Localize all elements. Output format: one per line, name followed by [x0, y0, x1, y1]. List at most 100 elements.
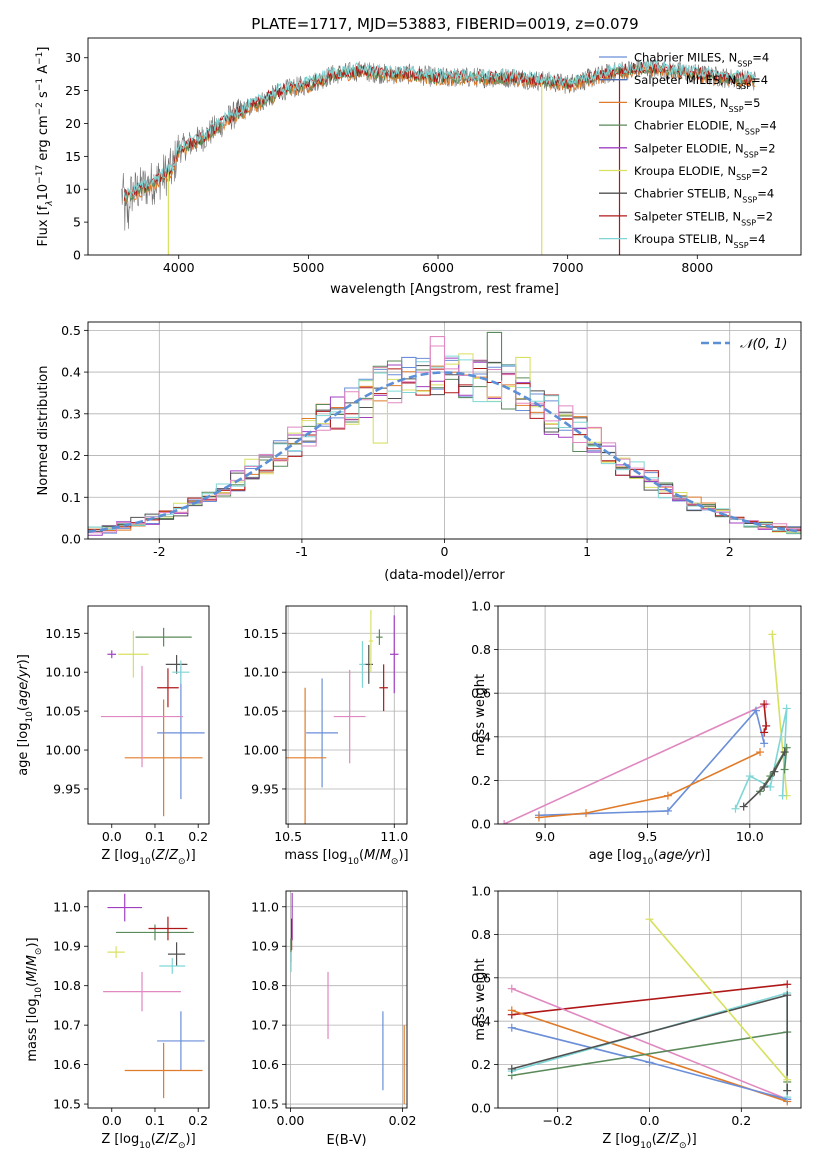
- x-tick-label: -2: [153, 544, 165, 559]
- errorbar-point: [100, 665, 184, 768]
- y-tick-label: 10.9: [53, 939, 81, 954]
- residuals-panel: -2 -1 0 1 2 0.0 0.1 0.2 0.3 0.4 0.5 (data-model)/er…: [36, 321, 802, 583]
- x-tick-label: 0.2: [188, 1113, 208, 1128]
- axes-frame: [497, 605, 802, 825]
- y-tick-label: 10.00: [45, 743, 81, 758]
- series-marker: [739, 802, 748, 811]
- series-lines: [507, 915, 792, 1106]
- y-tick-label: 9.95: [251, 781, 279, 796]
- x-tick-label: 7000: [552, 260, 584, 275]
- y-tick-label: 11.0: [53, 899, 81, 914]
- series-marker: [582, 809, 591, 818]
- errorbar-point: [165, 655, 188, 674]
- series-line: [734, 708, 788, 810]
- series-lines: [500, 630, 791, 824]
- y-tick-label: 11.0: [251, 899, 279, 914]
- y-tick-label: 0.3: [61, 406, 81, 421]
- series-marker: [663, 791, 672, 800]
- series-marker: [783, 991, 792, 1000]
- errorbar-point: [135, 627, 192, 647]
- y-tick-label: 0.2: [61, 448, 81, 463]
- y-tick-label: 1.0: [471, 599, 491, 614]
- x-tick-label: 0.00: [277, 1113, 305, 1128]
- x-tick-label: 9.5: [638, 829, 658, 844]
- y-tick-label: 10.6: [53, 1057, 81, 1072]
- y-tick-label: 10.15: [243, 626, 279, 641]
- axes-frame: [87, 605, 210, 825]
- x-tick-label: 1: [583, 544, 591, 559]
- y-tick-label: 10.6: [251, 1057, 279, 1072]
- series-marker: [731, 804, 740, 813]
- y-axis-label: age [log10(age/yr)]: [16, 654, 35, 776]
- series-marker: [780, 748, 789, 757]
- y-tick-label: 10.5: [251, 1097, 279, 1112]
- mass-vs-Z-panel: 0.0 0.1 0.2 10.5 10.6 10.7 10.8 10.9 11.0 Z [log1…: [25, 890, 210, 1151]
- errorbar-point: [116, 924, 194, 941]
- series-marker: [756, 748, 765, 757]
- series-marker: [778, 791, 787, 800]
- x-tick-label: 0.0: [102, 1113, 122, 1128]
- spectrum-panel: 4000 5000 6000 7000 8000 0 5 10 15 20 25 30 waveleng…: [35, 37, 802, 297]
- series-marker: [760, 700, 769, 709]
- errorbar-point: [364, 644, 374, 684]
- series-marker: [760, 739, 769, 748]
- y-axis-label: mass weight: [473, 674, 488, 756]
- series-marker: [745, 772, 754, 781]
- errorbar-point: [376, 629, 383, 645]
- y-tick-label: 0.8: [471, 927, 491, 942]
- y-axis-label: mass weight: [473, 958, 488, 1040]
- y-tick-label: 10.8: [251, 978, 279, 993]
- x-tick-label: 5000: [292, 260, 324, 275]
- y-tick-label: 0.6: [471, 970, 491, 985]
- model-spectrum: [123, 59, 756, 199]
- errorbar-point: [107, 650, 117, 659]
- series-marker: [760, 728, 769, 737]
- y-tick-label: 0.2: [471, 773, 491, 788]
- y-tick-label: 10.9: [251, 939, 279, 954]
- series-line: [538, 708, 765, 817]
- histograms: [88, 331, 801, 539]
- y-tick-label: 0.0: [61, 532, 81, 547]
- y-tick-label: 10.15: [45, 626, 81, 641]
- series-marker: [783, 1075, 792, 1084]
- y-tick-label: 10.10: [45, 665, 81, 680]
- x-axis-label: Z [log10(Z/Z⊙)]: [101, 1132, 195, 1151]
- legend-label: 𝒩(0, 1): [740, 337, 787, 352]
- y-tick-label: 5: [73, 215, 81, 230]
- y-tick-label: 10.7: [53, 1018, 81, 1033]
- y-tick-label: 0.4: [61, 365, 81, 380]
- y-tick-label: 10.5: [53, 1097, 81, 1112]
- x-tick-label: 0.0: [640, 1113, 660, 1128]
- figure-title: PLATE=1717, MJD=53883, FIBERID=0019, z=0…: [251, 15, 638, 33]
- series-line: [759, 747, 788, 792]
- x-axis-label: Z [log10(Z/Z⊙)]: [101, 848, 195, 867]
- x-tick-label: 10.0: [736, 829, 764, 844]
- series-marker: [507, 1064, 516, 1073]
- y-tick-label: 10.05: [45, 704, 81, 719]
- y-tick-label: 0.0: [471, 817, 491, 832]
- axes-frame: [285, 890, 408, 1109]
- histogram-bin: [372, 380, 389, 444]
- legend-label: Salpeter MILES, NSSP=4: [634, 73, 768, 91]
- errorbars: [100, 627, 205, 817]
- series-marker: [783, 980, 792, 989]
- errorbars: [290, 892, 405, 1105]
- massweight-vs-age-panel: 9.0 9.5 10.0 0.0 0.2 0.4 0.6 0.8 1.0 mass weight a…: [471, 599, 802, 867]
- errorbar-point: [159, 958, 186, 974]
- y-tick-label: 0.1: [61, 490, 81, 505]
- axes-frame: [87, 37, 802, 256]
- x-tick-label: 0.1: [145, 1113, 165, 1128]
- y-tick-label: 10.10: [243, 665, 279, 680]
- series-marker: [507, 984, 516, 993]
- series-marker: [783, 1086, 792, 1095]
- x-axis-label: wavelength [Angstrom, rest frame]: [330, 282, 559, 297]
- y-tick-label: 1.0: [471, 884, 491, 899]
- x-tick-label: 4000: [163, 260, 195, 275]
- y-tick-label: 10.8: [53, 978, 81, 993]
- axes-frame: [87, 321, 802, 540]
- axes-frame: [497, 890, 802, 1109]
- series-line: [511, 983, 788, 1016]
- massweight-vs-Z-panel: −0.2 0.0 0.2 0.0 0.2 0.4 0.6 0.8 1.0 mass weight Z…: [471, 884, 802, 1151]
- legend-label: Chabrier MILES, NSSP=4: [634, 51, 769, 69]
- errorbar-point: [148, 916, 188, 941]
